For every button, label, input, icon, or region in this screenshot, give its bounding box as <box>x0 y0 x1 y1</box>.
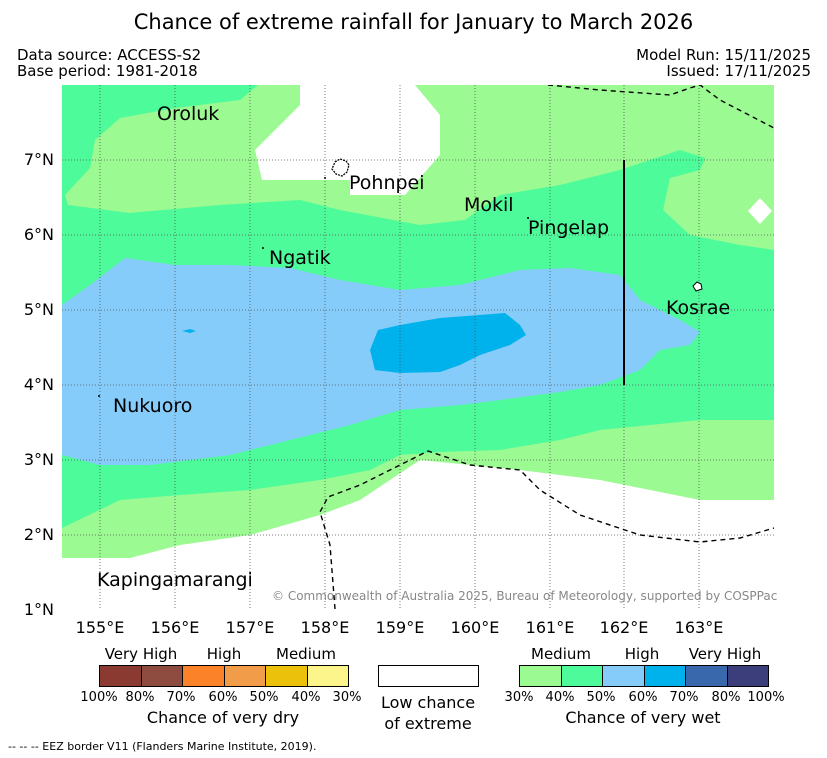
data-source: Data source: ACCESS-S2 <box>17 46 202 64</box>
dry-colorbar <box>99 665 349 687</box>
lon-label-163e: 163°E <box>674 618 724 637</box>
lat-label-5n: 5°N <box>23 300 54 319</box>
wet-swatch-70-80 <box>686 666 728 686</box>
model-run: Model Run: 15/11/2025 <box>636 46 811 64</box>
lon-label-159e: 159°E <box>375 618 425 637</box>
dry-cat-high: High <box>206 645 242 663</box>
lon-label-155e: 155°E <box>75 618 125 637</box>
low-chance-line1: Low chance <box>380 693 476 712</box>
lat-label-3n: 3°N <box>23 450 54 469</box>
region-high-60 <box>370 313 526 373</box>
meta-right: Model Run: 15/11/2025 Issued: 17/11/2025 <box>636 47 811 79</box>
wet-swatch-60-70 <box>644 666 686 686</box>
low-chance-swatch <box>378 665 479 687</box>
lon-label-161e: 161°E <box>525 618 575 637</box>
lat-label-7n: 7°N <box>23 150 54 169</box>
wet-tick-80: 80% <box>711 690 741 705</box>
wet-cat-medium: Medium <box>531 645 591 663</box>
islet-dot-a <box>324 177 326 179</box>
dry-cat-very-high: Very High <box>104 645 178 663</box>
dry-tick-100: 100% <box>80 690 118 705</box>
wet-legend-title: Chance of very wet <box>565 708 721 727</box>
dry-cat-medium: Medium <box>276 645 336 663</box>
dry-swatch-50-40 <box>266 666 308 686</box>
dry-swatch-60-50 <box>224 666 266 686</box>
dry-swatch-100-80 <box>100 666 142 686</box>
meta-left: Data source: ACCESS-S2 Base period: 1981… <box>17 47 201 79</box>
wet-cat-high: High <box>624 645 660 663</box>
lat-label-6n: 6°N <box>23 225 54 244</box>
place-oroluk: Oroluk <box>157 103 220 125</box>
wet-swatch-50-60 <box>603 666 645 686</box>
wet-tick-100: 100% <box>747 690 785 705</box>
lat-label-2n: 2°N <box>23 525 54 544</box>
map-fills <box>62 85 774 609</box>
lon-label-156e: 156°E <box>150 618 200 637</box>
lon-label-158e: 158°E <box>300 618 350 637</box>
place-pingelap: Pingelap <box>528 217 610 239</box>
wet-swatch-40-50 <box>561 666 603 686</box>
place-pohnpei: Pohnpei <box>349 172 425 194</box>
base-period: Base period: 1981-2018 <box>17 62 198 80</box>
lat-label-1n: 1°N <box>23 600 54 619</box>
lon-label-162e: 162°E <box>599 618 649 637</box>
wet-tick-40: 40% <box>545 690 575 705</box>
lon-label-157e: 157°E <box>225 618 275 637</box>
dry-legend-title: Chance of very dry <box>146 708 300 727</box>
dry-tick-60: 60% <box>208 690 238 705</box>
eez-borders <box>319 85 774 609</box>
place-nukuoro: Nukuoro <box>113 395 193 417</box>
copyright-text: © Commonwealth of Australia 2025, Bureau… <box>272 589 778 603</box>
place-kosrae: Kosrae <box>666 297 731 319</box>
dry-tick-40: 40% <box>291 690 321 705</box>
wet-tick-60: 60% <box>628 690 658 705</box>
dry-tick-50: 50% <box>249 690 279 705</box>
ngatik-dot <box>262 247 264 249</box>
chart-title: Chance of extreme rainfall for January t… <box>133 10 694 34</box>
pingelap-dot <box>527 217 529 219</box>
pohnpei-island <box>331 158 350 177</box>
dry-swatch-40-30 <box>307 666 348 686</box>
dry-swatch-70-60 <box>183 666 225 686</box>
wet-tick-50: 50% <box>586 690 616 705</box>
wet-tick-70: 70% <box>669 690 699 705</box>
kosrae-island <box>692 281 703 292</box>
lat-label-4n: 4°N <box>23 375 54 394</box>
wet-colorbar <box>519 665 769 687</box>
wet-swatch-30-40 <box>520 666 562 686</box>
dry-tick-80: 80% <box>125 690 155 705</box>
wet-cat-very-high: Very High <box>688 645 762 663</box>
dry-tick-70: 70% <box>166 690 196 705</box>
eez-footnote: -- -- -- EEZ border V11 (Flanders Marine… <box>8 740 317 753</box>
place-mokil: Mokil <box>464 194 514 216</box>
dry-tick-30: 30% <box>332 690 362 705</box>
region-low-diamond <box>748 198 772 224</box>
dry-swatch-80-70 <box>141 666 183 686</box>
wet-tick-30: 30% <box>504 690 534 705</box>
wet-swatch-80-100 <box>727 666 768 686</box>
region-high-60-dot <box>182 329 196 333</box>
place-ngatik: Ngatik <box>269 247 331 269</box>
lon-label-160e: 160°E <box>450 618 500 637</box>
nukuoro-dot <box>98 395 100 397</box>
low-chance-line2: of extreme <box>384 714 472 733</box>
issued-date: Issued: 17/11/2025 <box>666 62 811 80</box>
place-kapingamarangi: Kapingamarangi <box>97 569 253 591</box>
